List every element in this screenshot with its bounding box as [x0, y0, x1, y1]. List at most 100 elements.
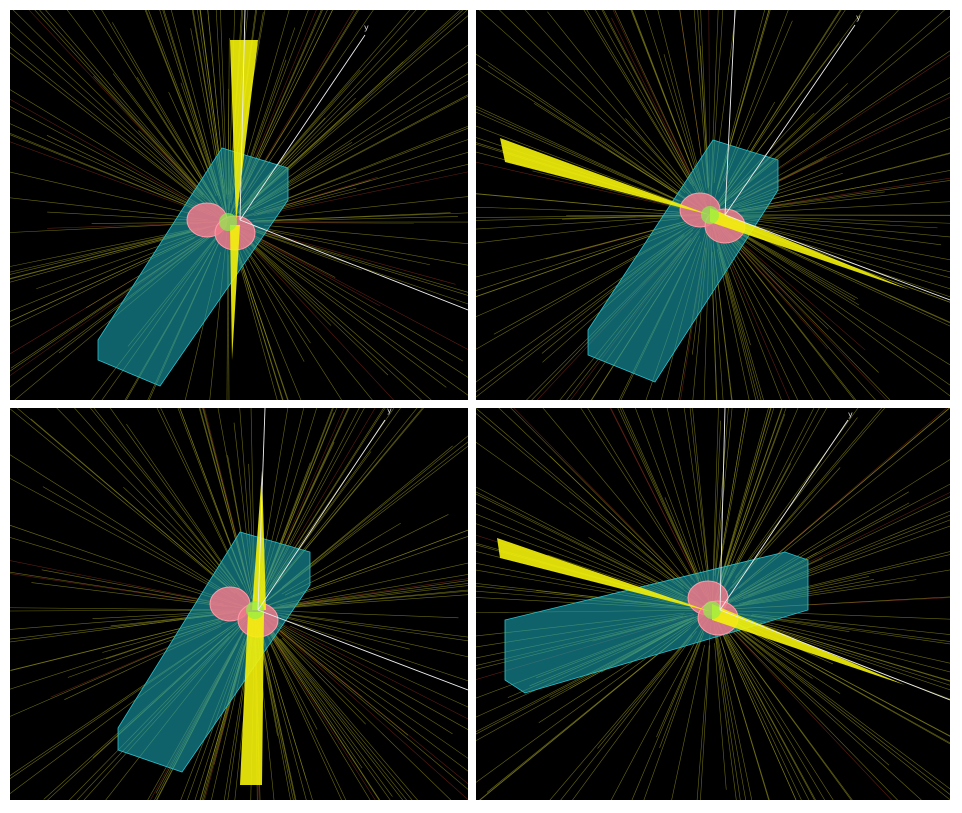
particle-track [664, 497, 700, 580]
particle-track [202, 408, 251, 591]
detector-block [504, 551, 809, 694]
particle-track [476, 206, 706, 216]
particle-track [720, 224, 879, 373]
particle-track [722, 610, 950, 620]
particle-track [714, 408, 815, 605]
particle-track [264, 614, 468, 720]
particle-track [532, 170, 688, 210]
particle-track [56, 408, 250, 605]
axis-line [257, 419, 386, 611]
particle-track [734, 597, 950, 610]
particle-track [192, 10, 229, 221]
particle-track [547, 11, 687, 186]
particle-track [10, 236, 196, 322]
particle-track [10, 537, 251, 610]
particle-track [10, 21, 224, 218]
particle-track [713, 10, 737, 184]
particle-track [728, 217, 942, 246]
particle-track [631, 628, 705, 800]
particle-track [256, 536, 468, 610]
axis-line [719, 419, 849, 611]
particle-track [715, 613, 922, 800]
particle-track [744, 201, 950, 214]
particle-track [711, 609, 802, 800]
axis-line [724, 24, 856, 216]
particle-track [291, 529, 468, 597]
particle-track [223, 633, 252, 800]
particle-track [66, 10, 216, 205]
particle-track [232, 222, 468, 266]
particle-track [250, 95, 468, 211]
particle-track [250, 408, 256, 604]
particle-track [10, 619, 225, 690]
particle-track [739, 50, 950, 196]
particle-track [10, 613, 225, 640]
particle-track [476, 219, 692, 278]
particle-track [271, 630, 413, 800]
beam [230, 40, 258, 222]
particle-track [617, 408, 706, 597]
particle-track [207, 10, 226, 198]
particle-track [10, 134, 213, 217]
particle-track [92, 10, 227, 220]
particle-track [264, 408, 401, 598]
particle-track [240, 10, 322, 193]
particle-track [240, 10, 374, 204]
particle-track [248, 234, 464, 362]
particle-track [708, 10, 711, 187]
particle-track [644, 10, 705, 199]
particle-track [255, 242, 447, 388]
particle-track [240, 10, 328, 195]
particle-track [747, 617, 950, 664]
axis-line [239, 10, 246, 221]
particle-track [272, 637, 376, 800]
particle-track [734, 233, 950, 397]
particle-track [217, 408, 254, 600]
particle-track [249, 233, 336, 278]
particle-track [10, 571, 251, 610]
particle-track [41, 569, 224, 605]
particle-track [16, 408, 229, 588]
particle-track [716, 225, 832, 400]
axis-label: y [848, 410, 853, 419]
particle-track [728, 640, 815, 800]
particle-track [261, 580, 468, 610]
particle-track [256, 612, 404, 800]
particle-track [10, 52, 223, 218]
particle-track [718, 10, 789, 193]
particle-track [257, 10, 464, 196]
particle-track [42, 486, 221, 591]
particle-track [10, 132, 201, 211]
particle-track [259, 613, 409, 736]
particle-track [715, 408, 749, 589]
particle-track [614, 10, 708, 209]
particle-track [719, 408, 775, 585]
particle-track [10, 236, 193, 312]
particle-track [204, 408, 252, 594]
particle-track [269, 408, 386, 588]
particle-track [243, 10, 355, 195]
particle-track [718, 614, 950, 790]
particle-track [729, 10, 841, 184]
particle-track [743, 222, 950, 273]
particle-track [241, 10, 428, 208]
particle-track [253, 10, 411, 193]
particle-track [10, 123, 204, 212]
particle-track [254, 230, 468, 305]
particle-track [12, 10, 203, 198]
particle-track [718, 236, 782, 400]
particle-track [715, 408, 787, 600]
particle-track [255, 408, 317, 609]
axis-line [724, 10, 736, 216]
particle-track [713, 244, 732, 400]
particle-track [697, 10, 709, 188]
particle-track [739, 627, 841, 694]
particle-track [266, 445, 468, 602]
particle-track [232, 94, 468, 220]
particle-track [254, 125, 468, 212]
particle-track [714, 612, 892, 800]
particle-track [263, 622, 391, 800]
particle-track [10, 225, 211, 273]
particle-track [191, 10, 227, 213]
particle-track [619, 408, 702, 588]
